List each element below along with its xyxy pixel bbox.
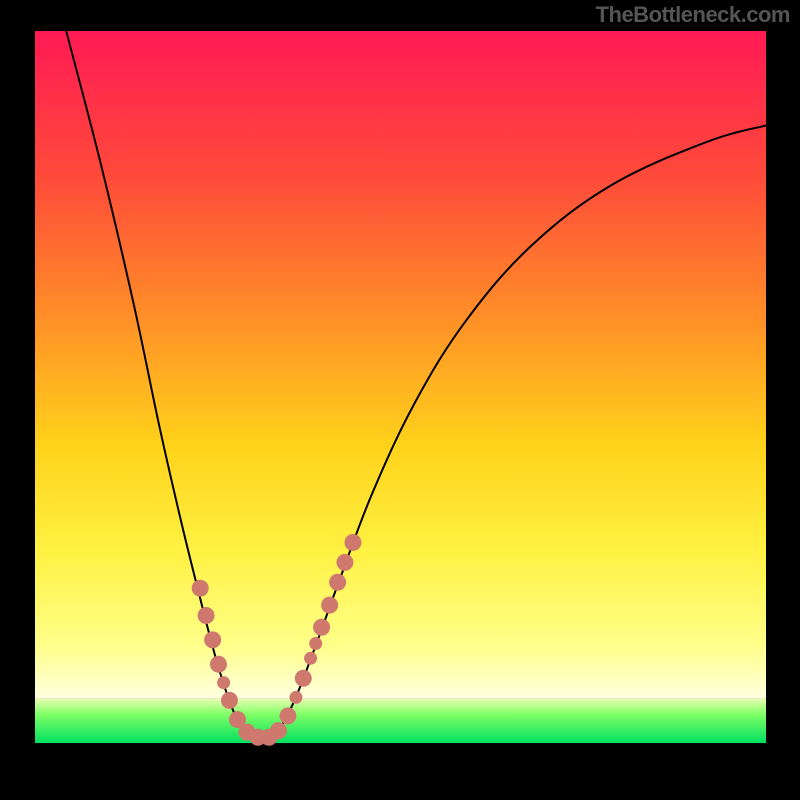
gradient-background [35,31,766,699]
marker-dot [270,722,287,739]
marker-dot [210,656,227,673]
green-strip [35,699,766,743]
marker-dot [295,670,312,687]
marker-dot [336,554,353,571]
marker-dot [217,676,230,689]
chart-svg [0,0,800,800]
marker-dot [221,692,238,709]
marker-dot [204,631,221,648]
marker-dot [309,637,322,650]
bottom-black-band [35,743,766,769]
marker-dot [304,652,317,665]
marker-dot [192,580,209,597]
marker-dot [313,619,330,636]
marker-dot [344,534,361,551]
marker-dot [279,707,296,724]
marker-dot [329,574,346,591]
marker-dot [198,607,215,624]
marker-dot [321,597,338,614]
marker-dot [289,691,302,704]
outer-frame: TheBottleneck.com [0,0,800,800]
